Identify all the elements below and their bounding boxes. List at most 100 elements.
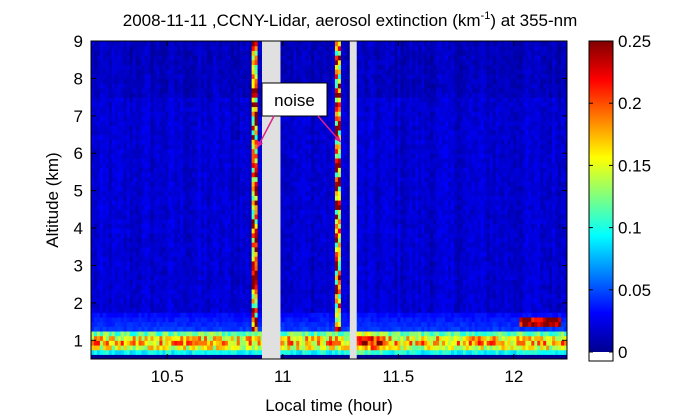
heatmap-cell [287, 157, 291, 164]
heatmap-cell [150, 223, 155, 229]
heatmap-cell [91, 316, 95, 323]
heatmap-cell [215, 246, 220, 253]
heatmap-cell [93, 190, 98, 196]
heatmap-cell [159, 50, 163, 56]
heatmap-cell [165, 92, 169, 98]
heatmap-cell [281, 176, 285, 182]
heatmap-cell [189, 55, 193, 61]
heatmap-cell [299, 326, 303, 332]
heatmap-cell [108, 176, 113, 182]
heatmap-cell [293, 176, 297, 182]
heatmap-cell [93, 228, 98, 234]
heatmap-cell [93, 242, 98, 248]
heatmap-cell [212, 316, 217, 323]
heatmap-cell [257, 246, 262, 253]
heatmap-cell [195, 274, 199, 281]
heatmap-cell [150, 45, 155, 51]
heatmap-cell [257, 307, 262, 313]
heatmap-cell [147, 265, 152, 271]
heatmap-cell [156, 237, 161, 243]
heatmap-cell [141, 242, 146, 248]
heatmap-cell [138, 330, 143, 337]
heatmap-cell [308, 298, 312, 304]
heatmap-cell [150, 293, 155, 299]
heatmap-cell [102, 41, 107, 47]
heatmap-cell [123, 195, 128, 201]
heatmap-cell [218, 92, 223, 98]
heatmap-cell [91, 330, 95, 337]
heatmap-cell [296, 190, 300, 196]
heatmap-cell [242, 326, 247, 332]
heatmap-cell [105, 45, 110, 51]
heatmap-cell [242, 335, 247, 341]
heatmap-cell [207, 59, 211, 65]
heatmap-cell [123, 288, 128, 295]
heatmap-cell [284, 284, 288, 290]
heatmap-cell [201, 335, 205, 341]
heatmap-cell [91, 181, 95, 187]
heatmap-cell [132, 335, 137, 341]
heatmap-cell [141, 171, 146, 178]
heatmap-cell [111, 307, 116, 313]
heatmap-cell [147, 242, 152, 248]
heatmap-cell [105, 157, 110, 164]
heatmap-cell [212, 50, 217, 56]
heatmap-cell [239, 265, 244, 271]
heatmap-cell [114, 307, 119, 313]
heatmap-cell [162, 260, 166, 267]
heatmap-cell [207, 326, 211, 332]
heatmap-cell [180, 335, 184, 341]
heatmap-cell [123, 312, 128, 318]
heatmap-cell [251, 246, 256, 253]
heatmap-cell [129, 101, 134, 108]
heatmap-cell [239, 288, 244, 295]
heatmap-cell [129, 64, 134, 70]
heatmap-cell [171, 73, 175, 80]
heatmap-cell [204, 83, 208, 89]
heatmap-cell [192, 45, 196, 51]
heatmap-cell [126, 204, 131, 210]
heatmap-cell [236, 265, 241, 271]
heatmap-cell [162, 125, 166, 131]
heatmap-cell [129, 340, 134, 346]
heatmap-cell [156, 181, 161, 187]
heatmap-cell [210, 106, 214, 112]
heatmap-cell [236, 129, 241, 136]
heatmap-cell [257, 167, 262, 173]
heatmap-cell [251, 78, 256, 84]
heatmap-cell [242, 59, 247, 65]
heatmap-cell [99, 176, 104, 182]
heatmap-cell [287, 284, 291, 290]
heatmap-cell [290, 204, 294, 210]
heatmap-cell [201, 143, 205, 150]
heatmap-cell [290, 298, 294, 304]
heatmap-cell [177, 200, 181, 206]
heatmap-cell [281, 218, 285, 224]
heatmap-cell [239, 185, 244, 192]
heatmap-cell [189, 111, 193, 117]
heatmap-cell [233, 115, 238, 122]
heatmap-cell [254, 265, 259, 271]
heatmap-cell [305, 260, 309, 267]
heatmap-cell [141, 256, 146, 262]
heatmap-cell [293, 251, 297, 257]
heatmap-cell [132, 246, 137, 253]
heatmap-cell [135, 69, 140, 75]
heatmap-cell [198, 64, 202, 70]
heatmap-cell [91, 228, 95, 234]
heatmap-cell [120, 279, 125, 285]
heatmap-cell [150, 78, 155, 84]
heatmap-cell [218, 340, 223, 346]
heatmap-cell [126, 279, 131, 285]
heatmap-cell [114, 92, 119, 98]
heatmap-cell [201, 69, 205, 75]
heatmap-cell [171, 106, 175, 112]
heatmap-cell [302, 302, 306, 309]
heatmap-cell [290, 260, 294, 267]
heatmap-cell [120, 55, 125, 61]
heatmap-cell [302, 344, 306, 351]
heatmap-cell [153, 148, 158, 154]
heatmap-cell [245, 106, 250, 112]
heatmap-cell [215, 50, 220, 56]
heatmap-cell [141, 312, 146, 318]
